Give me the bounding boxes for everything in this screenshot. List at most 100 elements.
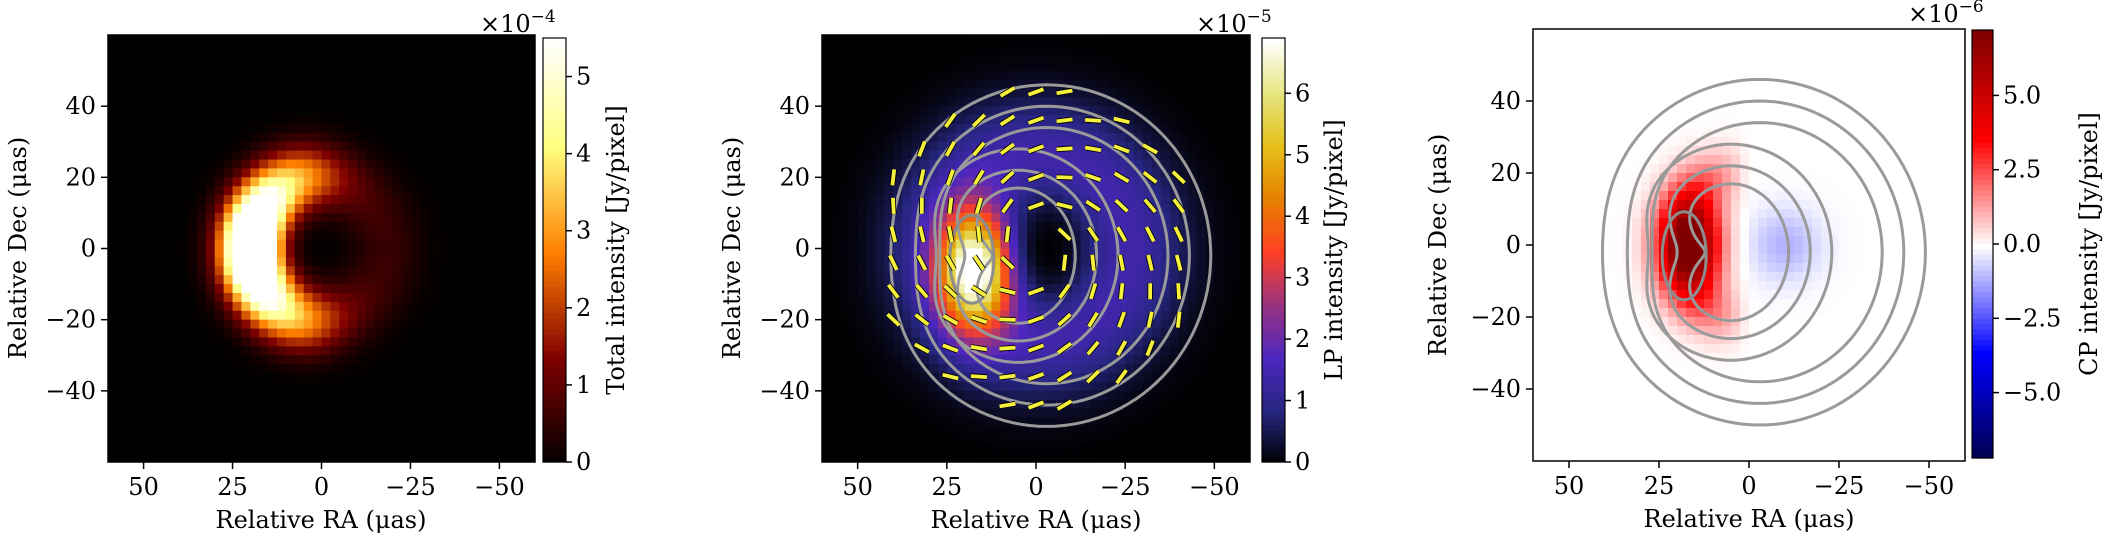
- image-pixel: [1169, 355, 1180, 365]
- image-pixel: [143, 159, 154, 170]
- image-pixel: [1107, 221, 1117, 232]
- image-pixel: [1178, 123, 1189, 134]
- image-pixel: [1205, 399, 1215, 410]
- image-pixel: [205, 230, 216, 241]
- image-pixel: [1125, 106, 1135, 116]
- image-pixel: [911, 123, 921, 134]
- image-pixel: [1027, 337, 1037, 347]
- image-pixel: [125, 301, 136, 312]
- image-pixel: [1178, 195, 1189, 205]
- image-pixel: [294, 381, 305, 392]
- image-pixel: [285, 52, 296, 63]
- image-pixel: [170, 301, 180, 312]
- image-pixel: [517, 230, 527, 241]
- image-pixel: [392, 186, 403, 196]
- image-pixel: [490, 417, 501, 428]
- image-pixel: [1241, 150, 1250, 161]
- image-pixel: [481, 70, 492, 81]
- image-pixel: [410, 301, 420, 312]
- evpa-tick: [999, 345, 1016, 351]
- image-pixel: [143, 355, 154, 365]
- image-pixel: [303, 417, 314, 428]
- image-pixel: [1107, 417, 1117, 428]
- image-pixel: [857, 292, 868, 303]
- image-pixel: [822, 292, 832, 303]
- image-pixel: [108, 230, 118, 241]
- image-pixel: [508, 97, 518, 107]
- image-pixel: [1169, 453, 1180, 462]
- y-axis-label-2: Relative Dec (μas): [718, 137, 746, 359]
- image-pixel: [410, 453, 420, 462]
- image-pixel: [446, 150, 456, 161]
- image-pixel: [179, 364, 189, 374]
- image-pixel: [196, 408, 207, 419]
- image-pixel: [1089, 328, 1100, 339]
- image-pixel: [374, 346, 385, 356]
- image-pixel: [920, 337, 930, 347]
- image-pixel: [929, 381, 939, 392]
- image-pixel: [1134, 292, 1144, 303]
- image-pixel: [1205, 453, 1215, 462]
- image-pixel: [955, 168, 966, 178]
- image-pixel: [365, 239, 376, 250]
- image-pixel: [920, 435, 930, 445]
- image-pixel: [517, 159, 527, 170]
- image-pixel: [259, 35, 269, 45]
- image-pixel: [339, 159, 349, 170]
- image-pixel: [223, 399, 234, 410]
- image-pixel: [223, 408, 234, 419]
- image-pixel: [125, 292, 136, 303]
- image-pixel: [196, 195, 207, 205]
- image-pixel: [893, 79, 903, 89]
- image-pixel: [982, 106, 993, 116]
- image-pixel: [232, 221, 243, 232]
- image-pixel: [508, 159, 518, 170]
- image-pixel: [161, 310, 171, 321]
- image-pixel: [848, 195, 859, 205]
- image-pixel: [1214, 239, 1224, 250]
- image-pixel: [250, 212, 260, 223]
- image-pixel: [857, 159, 868, 170]
- image-pixel: [929, 141, 939, 152]
- evpa-tick: [945, 169, 955, 186]
- image-pixel: [848, 52, 859, 63]
- image-pixel: [161, 337, 171, 347]
- image-pixel: [1018, 52, 1028, 63]
- image-pixel: [472, 239, 483, 250]
- image-pixel: [920, 97, 930, 107]
- image-pixel: [1116, 355, 1126, 365]
- image-pixel: [893, 132, 903, 143]
- image-pixel: [339, 123, 349, 134]
- image-pixel: [312, 390, 323, 401]
- image-pixel: [1098, 426, 1108, 436]
- image-pixel: [1223, 399, 1233, 410]
- image-pixel: [232, 186, 243, 196]
- image-pixel: [161, 444, 171, 454]
- image-pixel: [277, 106, 287, 116]
- image-pixel: [499, 319, 509, 330]
- image-pixel: [339, 444, 349, 454]
- image-pixel: [250, 230, 260, 241]
- image-pixel: [463, 373, 474, 383]
- image-pixel: [893, 381, 903, 392]
- image-pixel: [875, 328, 886, 339]
- image-pixel: [454, 230, 465, 241]
- image-pixel: [321, 435, 331, 445]
- image-pixel: [321, 70, 331, 81]
- image-pixel: [1089, 212, 1100, 223]
- image-pixel: [1053, 168, 1064, 178]
- image-pixel: [196, 150, 207, 161]
- image-pixel: [1062, 248, 1073, 258]
- image-pixel: [937, 248, 948, 258]
- image-pixel: [929, 426, 939, 436]
- image-pixel: [125, 150, 136, 161]
- image-pixel: [108, 373, 118, 383]
- image-pixel: [937, 159, 948, 170]
- evpa-tick: [1146, 311, 1154, 328]
- image-pixel: [884, 159, 894, 170]
- image-pixel: [1000, 159, 1010, 170]
- image-pixel: [1169, 239, 1180, 250]
- image-pixel: [893, 284, 903, 294]
- image-pixel: [830, 88, 841, 98]
- evpa-tick: [1113, 116, 1130, 125]
